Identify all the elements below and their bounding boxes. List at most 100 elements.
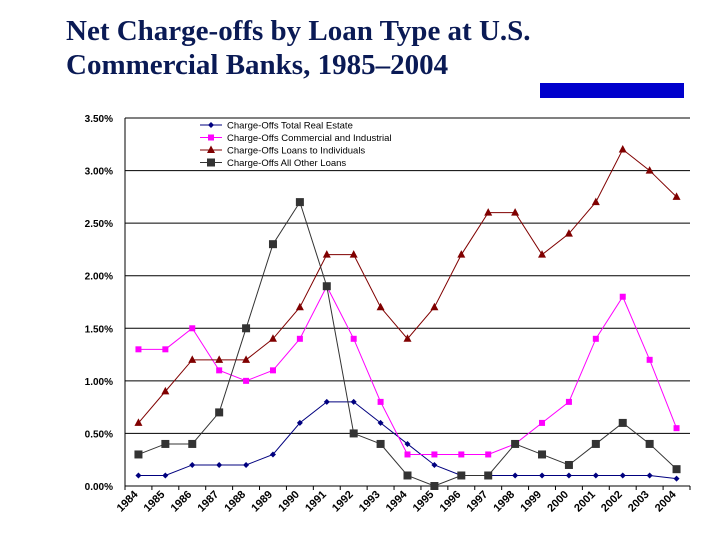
data-point <box>269 367 276 374</box>
data-point <box>430 482 439 490</box>
slide-title: Net Charge-offs by Loan Type at U.S. Com… <box>66 15 531 81</box>
data-point <box>215 408 224 417</box>
data-point <box>188 439 197 448</box>
data-point <box>242 355 251 363</box>
data-point <box>538 250 547 258</box>
x-tick-label: 1989 <box>249 489 275 515</box>
x-tick-label: 1986 <box>169 489 195 515</box>
data-point <box>296 335 303 342</box>
data-point <box>511 439 520 448</box>
legend: Charge-Offs Total Real EstateCharge-Offs… <box>200 121 392 169</box>
x-tick-label: 1990 <box>276 489 302 515</box>
legend-label: Charge-Offs All Other Loans <box>227 158 346 169</box>
data-point <box>350 398 357 405</box>
x-tick-label: 1993 <box>357 489 383 515</box>
data-point <box>564 460 573 469</box>
data-point <box>216 461 223 468</box>
data-point <box>592 472 599 479</box>
data-point <box>377 419 384 426</box>
x-tick-label: 1991 <box>303 489 329 515</box>
x-axis: 1984 1985 1986 1987 1988 1989 1990 1991 1992 1993… <box>115 486 691 515</box>
data-point <box>269 451 276 458</box>
data-point <box>135 346 142 353</box>
y-tick-label: 1.00% <box>85 377 113 388</box>
data-point <box>215 355 224 363</box>
data-point <box>323 398 330 405</box>
x-tick-label: 1997 <box>465 489 491 515</box>
legend-marker <box>207 145 215 153</box>
data-point <box>162 472 169 479</box>
data-point <box>619 293 626 300</box>
series-line-2 <box>138 148 677 424</box>
y-axis: 0.00% 0.50% 1.00% 1.50% 2.00% 2.50% 3.00% 3.50% <box>85 114 126 493</box>
data-point <box>431 461 438 468</box>
y-tick-label: 2.50% <box>85 219 113 230</box>
data-point <box>188 355 197 363</box>
x-tick-label: 1987 <box>195 489 221 515</box>
y-tick-label: 3.50% <box>85 114 113 125</box>
data-point <box>349 429 358 438</box>
data-point <box>458 451 465 458</box>
data-point <box>268 240 277 249</box>
data-point <box>243 377 250 384</box>
data-point <box>511 208 520 216</box>
data-point <box>376 302 385 311</box>
legend-label: Charge-Offs Loans to Individuals <box>227 146 365 157</box>
data-point <box>189 325 196 332</box>
data-point <box>162 346 169 353</box>
data-point <box>457 471 466 480</box>
data-point <box>268 334 277 342</box>
data-point <box>457 250 466 258</box>
data-point <box>539 472 546 479</box>
data-point <box>672 465 681 474</box>
y-tick-label: 0.50% <box>85 429 113 440</box>
data-point <box>404 440 411 447</box>
data-point <box>377 398 384 405</box>
data-point <box>243 461 250 468</box>
x-tick-label: 1996 <box>438 489 464 515</box>
data-point <box>645 166 654 174</box>
data-point <box>295 302 304 311</box>
data-point <box>485 451 492 458</box>
data-point <box>350 335 357 342</box>
data-point <box>161 439 170 448</box>
x-tick-label: 2001 <box>572 489 598 515</box>
data-point <box>134 418 143 426</box>
x-tick-label: 1988 <box>222 489 248 515</box>
data-point <box>161 386 170 395</box>
legend-marker <box>208 134 214 141</box>
x-tick-label: 1995 <box>411 489 437 515</box>
x-tick-label: 2002 <box>599 489 625 515</box>
data-point <box>591 197 600 206</box>
data-point <box>135 472 142 479</box>
data-point <box>592 335 599 342</box>
data-point <box>134 450 143 459</box>
x-tick-label: 1985 <box>142 489 168 515</box>
x-tick-label: 2004 <box>653 488 679 514</box>
data-point <box>618 145 627 153</box>
data-point <box>216 367 223 374</box>
x-tick-label: 2000 <box>545 489 571 515</box>
data-point <box>646 356 653 363</box>
y-tick-label: 1.50% <box>85 324 113 335</box>
data-point <box>403 334 412 342</box>
series-markers <box>134 145 681 490</box>
data-point <box>295 198 304 207</box>
x-tick-label: 1984 <box>115 488 141 514</box>
data-point <box>189 461 196 468</box>
data-point <box>565 472 572 479</box>
y-tick-label: 2.00% <box>85 272 113 283</box>
data-point <box>564 229 573 237</box>
data-point <box>539 419 546 426</box>
data-point <box>484 208 493 216</box>
data-point <box>645 439 654 448</box>
data-point <box>404 451 411 458</box>
data-point <box>673 475 680 482</box>
data-point <box>619 472 626 479</box>
data-point <box>242 324 251 333</box>
data-point <box>431 451 438 458</box>
data-point <box>673 425 680 432</box>
x-tick-label: 1999 <box>518 489 544 515</box>
legend-marker <box>208 122 214 128</box>
